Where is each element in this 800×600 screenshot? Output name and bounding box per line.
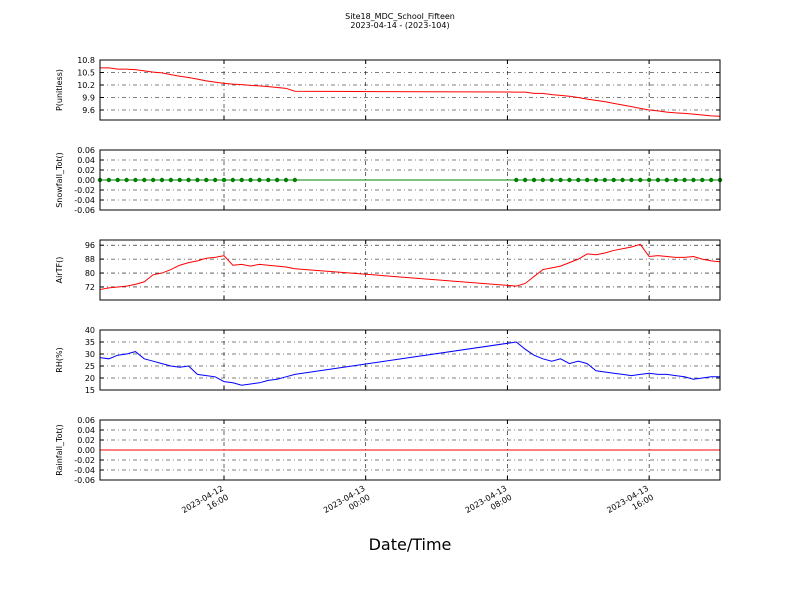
series-marker: [567, 177, 572, 183]
series-marker: [124, 177, 129, 183]
series-marker: [682, 177, 687, 183]
axes-frame: [99, 239, 721, 301]
series-marker: [230, 177, 236, 183]
y-tick-label: 0.06: [77, 416, 95, 425]
series-marker: [664, 177, 670, 183]
y-tick-label: 9.6: [82, 106, 95, 115]
series-marker: [150, 177, 156, 183]
y-tick-label: 0.00: [77, 446, 95, 455]
series-marker: [266, 177, 271, 183]
y-tick-label: 20: [85, 374, 95, 383]
y-axis-label: Snowfall_Tot(): [55, 152, 64, 208]
series-marker: [257, 177, 262, 183]
axes-frame: [99, 59, 721, 121]
series-marker: [611, 177, 616, 183]
series-marker: [212, 177, 218, 183]
series-marker: [204, 177, 209, 183]
y-tick-label: 0.06: [77, 146, 95, 155]
series-marker: [133, 177, 138, 183]
y-tick-label: 0.02: [77, 166, 95, 175]
series-marker: [292, 177, 298, 183]
y-tick-label: 30: [85, 350, 95, 359]
series-marker: [274, 177, 280, 183]
series-marker: [593, 177, 599, 183]
series-marker: [620, 177, 625, 183]
axes-frame: [99, 329, 721, 391]
title: Site18_MDC_School_Fifteen: [345, 12, 455, 21]
y-tick-label: 72: [85, 283, 95, 292]
series-marker: [221, 177, 227, 183]
series-marker: [584, 177, 590, 183]
series-marker: [159, 177, 165, 183]
series-marker: [629, 177, 634, 183]
series-marker: [576, 177, 581, 183]
series-marker: [283, 177, 289, 183]
y-tick-label: 80: [85, 269, 95, 278]
series-marker: [514, 177, 519, 183]
y-tick-label: -0.02: [74, 456, 95, 465]
y-tick-label: 40: [85, 326, 95, 335]
series-marker: [142, 177, 147, 183]
series-marker: [106, 177, 112, 183]
series-marker: [239, 177, 244, 183]
series-marker: [248, 177, 253, 183]
series-marker: [638, 177, 643, 183]
y-axis-label: AirTF(): [55, 257, 64, 284]
y-tick-label: 10.5: [77, 69, 95, 78]
y-tick-label: 0.02: [77, 436, 95, 445]
y-axis-label: Rainfall_Tot(): [55, 424, 64, 476]
x-axis-label: Date/Time: [369, 535, 452, 554]
series-marker: [522, 177, 528, 183]
series-marker: [195, 177, 200, 183]
y-axis-label: RH(%): [55, 347, 64, 372]
y-tick-label: -0.02: [74, 186, 95, 195]
series-marker: [708, 177, 714, 183]
x-tick-label: 2023-04-1308:00: [464, 484, 514, 524]
y-tick-label: 10.8: [77, 56, 95, 65]
y-tick-label: 9.9: [82, 94, 95, 103]
x-tick-label: 2023-04-1300:00: [322, 484, 372, 524]
series-marker: [168, 177, 174, 183]
series-marker: [673, 177, 678, 183]
x-tick-label: 2023-04-1316:00: [605, 484, 655, 524]
series-marker: [691, 177, 696, 183]
y-tick-label: -0.04: [74, 466, 95, 475]
series-marker: [646, 177, 652, 183]
y-tick-label: 0.00: [77, 176, 95, 185]
series-marker: [540, 177, 546, 183]
axes-frame: [99, 419, 721, 481]
y-tick-label: 10.2: [77, 81, 95, 90]
y-tick-label: -0.06: [74, 476, 95, 485]
series-marker: [115, 177, 120, 183]
series-line: [99, 243, 721, 291]
series-marker: [186, 177, 191, 183]
subtitle: 2023-04-14 - (2023-104): [350, 21, 449, 30]
y-tick-label: 0.04: [77, 156, 95, 165]
series-line: [100, 67, 721, 117]
series-marker: [602, 177, 608, 183]
series-marker: [700, 177, 705, 183]
series-marker: [558, 177, 563, 183]
x-tick-label: 2023-04-1216:00: [180, 484, 230, 524]
y-tick-label: 96: [85, 241, 95, 250]
y-tick-label: 88: [85, 255, 95, 264]
series-marker: [177, 177, 182, 183]
y-tick-label: 25: [85, 362, 95, 371]
y-tick-label: 15: [85, 386, 95, 395]
y-tick-label: -0.04: [74, 196, 95, 205]
series-marker: [531, 177, 537, 183]
series-line: [99, 341, 720, 386]
y-axis-label: P(unitless): [55, 69, 64, 111]
y-tick-label: 0.04: [77, 426, 95, 435]
axes-frame: [99, 149, 721, 211]
series-marker: [655, 177, 661, 183]
y-tick-label: -0.06: [74, 206, 95, 215]
series-marker: [549, 177, 554, 183]
y-tick-label: 35: [85, 338, 95, 347]
